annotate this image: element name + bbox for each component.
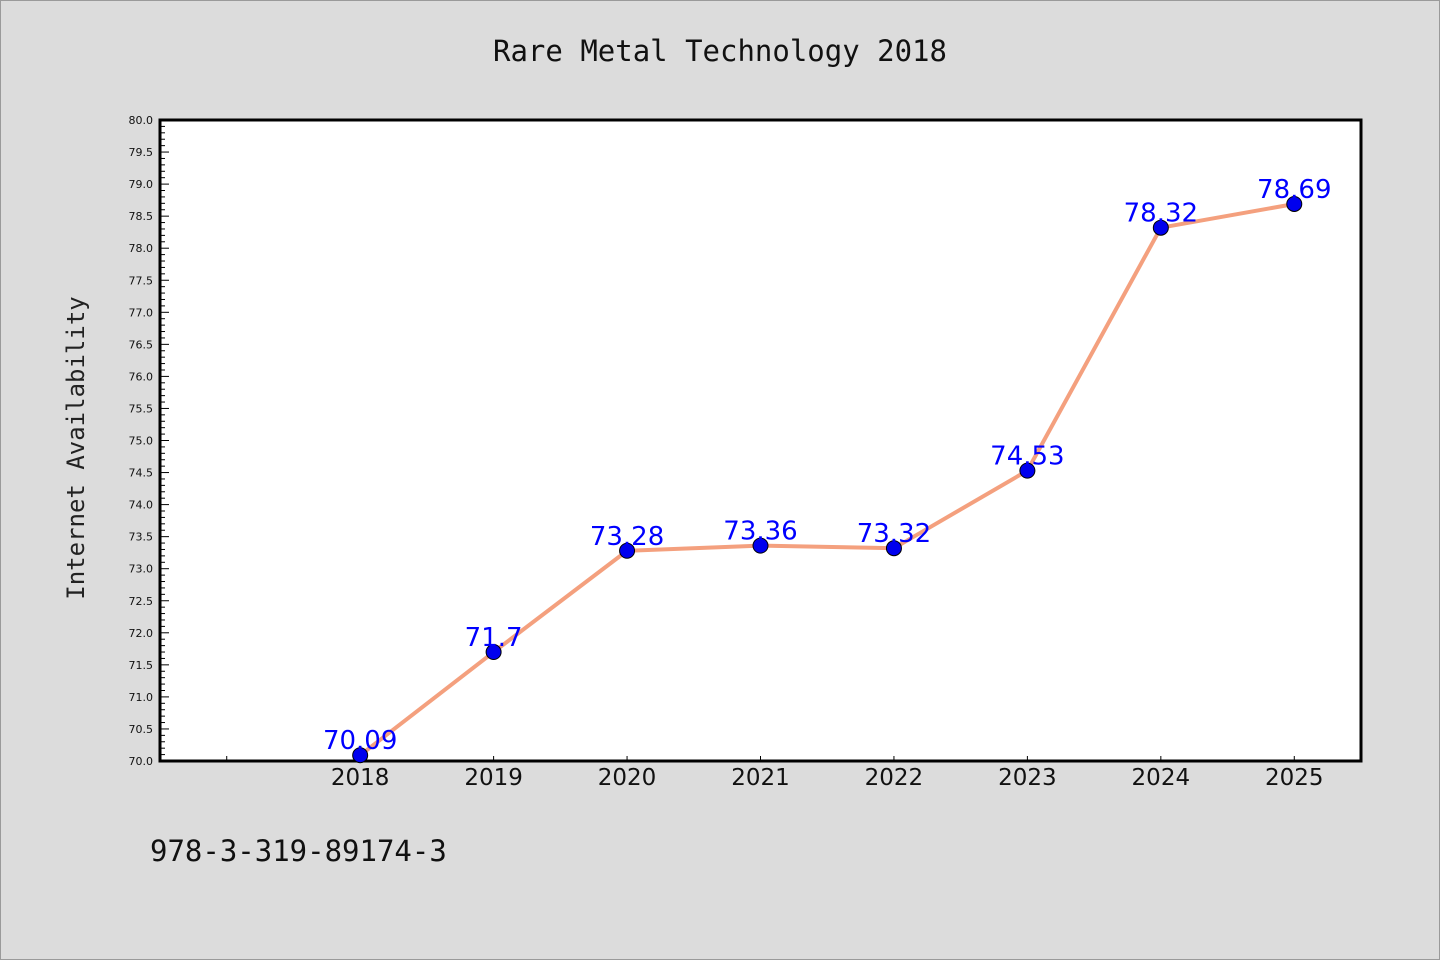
data-point (485, 644, 502, 661)
x-tick-label: 2019 (464, 765, 523, 791)
x-tick-label: 2018 (331, 765, 390, 791)
data-label: 78.69 (1257, 175, 1331, 205)
y-tick-label: 76.5 (129, 338, 154, 351)
data-point (885, 540, 902, 557)
y-tick-label: 70.0 (129, 755, 154, 768)
y-tick-label: 75.0 (129, 435, 154, 448)
data-label: 73.32 (857, 519, 931, 549)
y-tick-label: 71.0 (129, 691, 154, 704)
data-labels: 70.09 71.7 73.28 73.36 73.32 74.53 78.32 78.69 (323, 175, 1332, 756)
data-label: 74.53 (990, 442, 1064, 472)
y-tick-label: 76.0 (129, 370, 154, 383)
data-label: 73.36 (723, 517, 797, 547)
data-label: 73.28 (590, 522, 664, 552)
y-tick-label: 74.0 (129, 499, 154, 512)
y-tick-label: 73.0 (129, 563, 154, 576)
y-tick-label: 77.0 (129, 306, 154, 319)
y-tick-label: 79.5 (129, 146, 154, 159)
y-tick-label: 71.5 (129, 659, 154, 672)
data-label: 78.32 (1124, 199, 1198, 229)
isbn-code: 978-3-319-89174-3 (150, 834, 447, 868)
y-tick-label: 73.5 (129, 531, 154, 544)
x-tick-label: 2024 (1132, 765, 1191, 791)
data-point (619, 542, 636, 559)
x-axis: 2018 2019 2020 2021 2022 2023 2024 2025 (226, 756, 1324, 791)
y-tick-label: 78.5 (129, 210, 154, 223)
y-tick-label: 70.5 (129, 723, 154, 736)
y-tick-label: 80.0 (129, 114, 154, 127)
y-tick-label: 79.0 (129, 178, 154, 191)
series-line (358, 202, 1295, 757)
x-tick-label: 2020 (598, 765, 657, 791)
data-point (1152, 219, 1169, 236)
y-tick-label: 78.0 (129, 242, 154, 255)
y-tick-label: 72.0 (129, 627, 154, 640)
data-point (352, 747, 369, 764)
y-axis: 70.0 70.5 71.0 71.5 72.0 72.5 73.0 73.5 74.0 74.5… (129, 114, 169, 768)
y-tick-label: 72.5 (129, 595, 154, 608)
x-tick-label: 2022 (865, 765, 924, 791)
data-label: 71.7 (465, 623, 523, 653)
x-tick-label: 2025 (1265, 765, 1324, 791)
data-point (1019, 462, 1036, 479)
y-tick-label: 74.5 (129, 467, 154, 480)
data-label: 70.09 (323, 726, 397, 756)
x-tick-label: 2023 (998, 765, 1057, 791)
series (352, 195, 1303, 764)
x-tick-label: 2021 (731, 765, 790, 791)
data-point (1286, 195, 1303, 212)
y-tick-label: 75.5 (129, 402, 154, 415)
y-tick-label: 77.5 (129, 274, 154, 287)
data-point (752, 537, 769, 554)
chart-title: Rare Metal Technology 2018 (493, 34, 947, 68)
